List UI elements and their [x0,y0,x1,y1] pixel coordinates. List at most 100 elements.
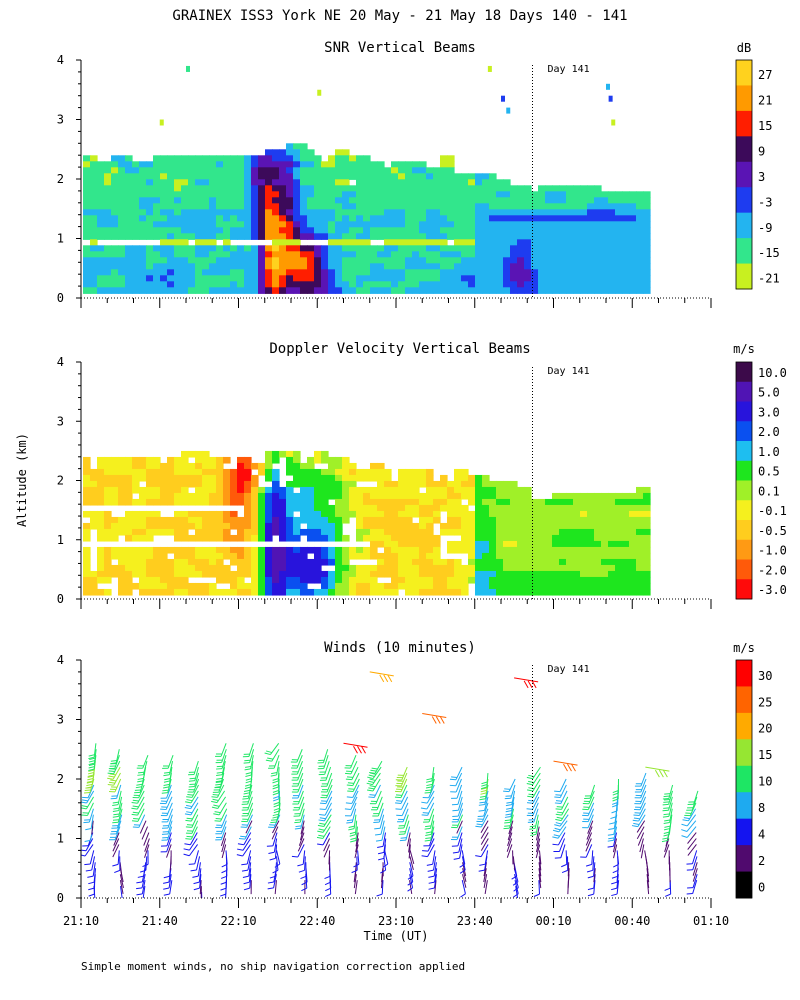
heatmap-cell [90,191,98,198]
heatmap-cell [531,504,539,512]
heatmap-cell [524,221,532,228]
heatmap-cell [419,588,427,596]
heatmap-cell [125,510,133,518]
heatmap-cell [132,522,140,530]
heatmap-cell [356,534,364,542]
heatmap-cell [230,191,238,198]
heatmap-cell [356,257,364,264]
heatmap-cell [587,287,595,294]
heatmap-cell [482,173,490,180]
heatmap-cell [335,558,343,566]
colorbar-frame [735,659,753,899]
heatmap-cell [272,504,280,512]
heatmap-cell [244,203,252,210]
heatmap-cell [489,480,497,488]
heatmap-cell [349,474,357,482]
wind-barb-flag [220,893,227,897]
heatmap-cell [377,540,385,548]
heatmap-cell [489,173,497,180]
heatmap-cell [293,155,301,162]
wind-barb-flag [526,776,533,780]
heatmap-cell [286,468,294,476]
heatmap-cell [496,275,504,282]
heatmap-cell [146,173,154,180]
heatmap-cell [146,221,154,228]
heatmap-cell [545,558,553,566]
heatmap-cell [279,209,287,216]
heatmap-cell [510,516,518,524]
wind-barb [354,844,359,859]
heatmap-cell [629,281,637,288]
heatmap-cell [223,185,231,192]
heatmap-cell [251,504,259,512]
heatmap-cell [349,570,357,578]
heatmap-cell [209,215,217,222]
heatmap-cell [531,209,539,216]
heatmap-cell [83,522,91,530]
heatmap-cell [608,269,616,276]
heatmap-cell [440,233,448,240]
heatmap-cell [363,287,371,294]
heatmap-cell [244,167,252,174]
upper-wind-barb [553,760,578,766]
heatmap-cell [398,203,406,210]
heatmap-cell [580,209,588,216]
colorbar-label: 0 [758,880,765,894]
heatmap-cell [363,227,371,234]
heatmap-cell [321,167,329,174]
heatmap-cell [377,287,385,294]
heatmap-cell [216,498,224,506]
heatmap-cell [496,263,504,270]
heatmap-cell [307,245,315,252]
heatmap-cell [426,269,434,276]
wind-barb [538,862,542,877]
heatmap-cell [230,227,238,234]
heatmap-cell [181,546,189,554]
heatmap-cell [153,576,161,584]
heatmap-cell [181,191,189,198]
heatmap-cell [643,269,651,276]
heatmap-cell [475,492,483,500]
heatmap-cell [111,468,119,476]
wind-barb-flag [186,835,193,838]
heatmap-cell [230,570,238,578]
heatmap-cell [370,185,378,192]
heatmap-cell [286,570,294,578]
heatmap-cell [118,486,126,494]
wind-barb [535,838,541,853]
heatmap-cell [475,215,483,222]
heatmap-cell [125,155,133,162]
heatmap-cell [286,576,294,584]
heatmap-cell [216,468,224,476]
heatmap-cell [237,221,245,228]
heatmap-cell [244,287,252,294]
heatmap-cell [146,281,154,288]
heatmap-cell [489,263,497,270]
heatmap-cell [132,534,140,542]
heatmap-cell [244,480,252,488]
wind-barb [691,850,698,864]
heatmap-cell [461,570,469,578]
heatmap-cell [398,167,406,174]
heatmap-cell [349,287,357,294]
heatmap-cell [545,588,553,596]
heatmap-cell [265,233,273,240]
heatmap-cell [510,275,518,282]
heatmap-cell [90,185,98,192]
heatmap-cell [293,179,301,186]
heatmap-cell [321,522,329,530]
heatmap-cell [342,257,350,264]
heatmap-cell [545,522,553,530]
heatmap-cell [405,528,413,536]
heatmap-cell [139,582,147,590]
heatmap-cell [461,534,469,542]
heatmap-cell [146,185,154,192]
heatmap-cell [244,528,252,536]
heatmap-cell [496,281,504,288]
wind-barb-flag [424,791,431,794]
heatmap-cell [132,215,140,222]
heatmap-cell [209,480,217,488]
heatmap-cell [146,474,154,482]
wind-barb-flag [324,881,331,886]
